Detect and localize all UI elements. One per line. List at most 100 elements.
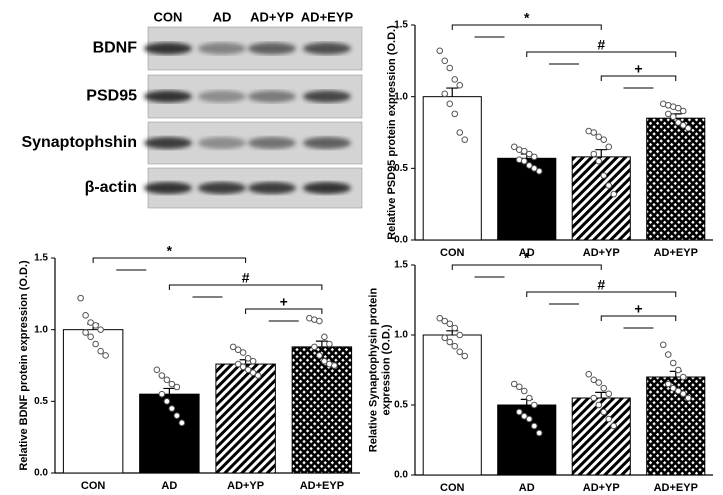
error-bar	[446, 87, 459, 97]
significance-bracket	[526, 51, 677, 57]
data-point	[436, 314, 444, 322]
data-point	[669, 384, 677, 392]
data-point	[510, 143, 518, 151]
data-point	[530, 422, 538, 430]
data-point	[520, 412, 528, 420]
band	[198, 137, 246, 149]
data-point	[585, 370, 593, 378]
bar	[215, 363, 276, 474]
data-point	[605, 143, 613, 151]
data-point	[605, 182, 613, 189]
significance-label: #	[597, 37, 605, 53]
significance-label: *	[524, 250, 530, 266]
band	[248, 90, 296, 103]
data-point	[173, 383, 181, 391]
data-point	[605, 390, 613, 398]
data-point	[229, 343, 237, 351]
significance-bracket	[600, 315, 677, 321]
protein-label: BDNF	[93, 40, 138, 57]
bar	[422, 334, 482, 476]
y-tick-label: 0.0	[394, 235, 408, 246]
significance-label: *	[524, 10, 530, 26]
significance-bracket	[451, 24, 602, 30]
significance-bracket	[92, 257, 247, 263]
band	[248, 137, 296, 149]
data-point	[254, 372, 262, 379]
x-tick-label: CON	[440, 247, 465, 259]
data-point	[535, 167, 543, 175]
data-point	[441, 317, 449, 325]
data-point	[535, 429, 543, 437]
data-point	[664, 351, 672, 358]
y-axis-label: Relative Synaptophysin protein	[367, 288, 379, 453]
data-point	[451, 76, 459, 83]
data-point	[97, 326, 104, 333]
data-point	[679, 390, 687, 398]
data-point	[659, 341, 667, 349]
bar	[139, 393, 200, 474]
significance-bracket	[600, 75, 677, 81]
data-point	[510, 380, 518, 388]
bar	[646, 117, 706, 241]
data-point	[239, 363, 247, 371]
data-point	[590, 150, 598, 158]
data-point	[664, 110, 672, 118]
error-bar	[595, 391, 608, 398]
data-point	[664, 380, 672, 388]
data-point	[456, 331, 464, 339]
data-point	[321, 357, 328, 365]
data-point	[446, 320, 454, 328]
protein-label: PSD95	[86, 88, 137, 105]
x-tick-label: AD	[519, 247, 535, 259]
y-tick-label: 0.0	[34, 468, 48, 479]
significance-label: #	[597, 277, 605, 293]
y-axis-label: Relative PSD95 protein expression (O.D.)	[386, 25, 398, 240]
band	[303, 182, 351, 194]
protein-label: β-actin	[85, 179, 137, 196]
bar	[571, 156, 631, 241]
data-point	[525, 415, 533, 423]
lane-label: CON	[154, 9, 183, 24]
data-point	[244, 366, 252, 374]
data-point	[600, 136, 608, 143]
band	[198, 42, 246, 55]
data-point	[684, 394, 692, 402]
data-point	[87, 333, 94, 341]
x-tick-label: AD+EYP	[300, 480, 344, 492]
data-point	[153, 366, 161, 374]
data-point	[163, 376, 171, 384]
data-point	[249, 357, 257, 365]
significance-label: +	[634, 61, 642, 77]
western-blot: CON AD AD+YP AD+EYP BDNF PSD95 Synaptophshin β-…	[21, 9, 363, 209]
data-point	[674, 119, 682, 126]
band	[144, 90, 192, 103]
data-point	[674, 387, 682, 395]
data-point	[446, 338, 454, 346]
data-point	[456, 129, 464, 136]
data-point	[595, 133, 603, 141]
data-point	[163, 398, 171, 405]
data-point	[530, 401, 538, 409]
data-point	[316, 352, 323, 359]
band	[198, 182, 246, 194]
data-point	[515, 408, 523, 416]
protein-label: Synaptophshin	[21, 134, 137, 151]
data-point	[605, 415, 613, 423]
significance-bracket	[245, 308, 323, 314]
x-tick-label: AD+YP	[583, 247, 620, 259]
data-point	[674, 104, 682, 112]
data-point	[451, 342, 459, 350]
error-bar	[163, 387, 176, 395]
data-point	[600, 172, 608, 179]
data-point	[326, 340, 333, 348]
x-tick-label: AD+YP	[583, 482, 620, 494]
data-point	[446, 64, 454, 72]
lane-label: AD+EYP	[301, 9, 354, 24]
data-point	[451, 110, 459, 118]
y-tick-label: 1.5	[34, 253, 48, 264]
data-point	[168, 380, 176, 388]
data-point	[168, 405, 176, 412]
significance-label: +	[280, 294, 288, 310]
bar	[422, 96, 482, 241]
data-point	[82, 329, 89, 336]
